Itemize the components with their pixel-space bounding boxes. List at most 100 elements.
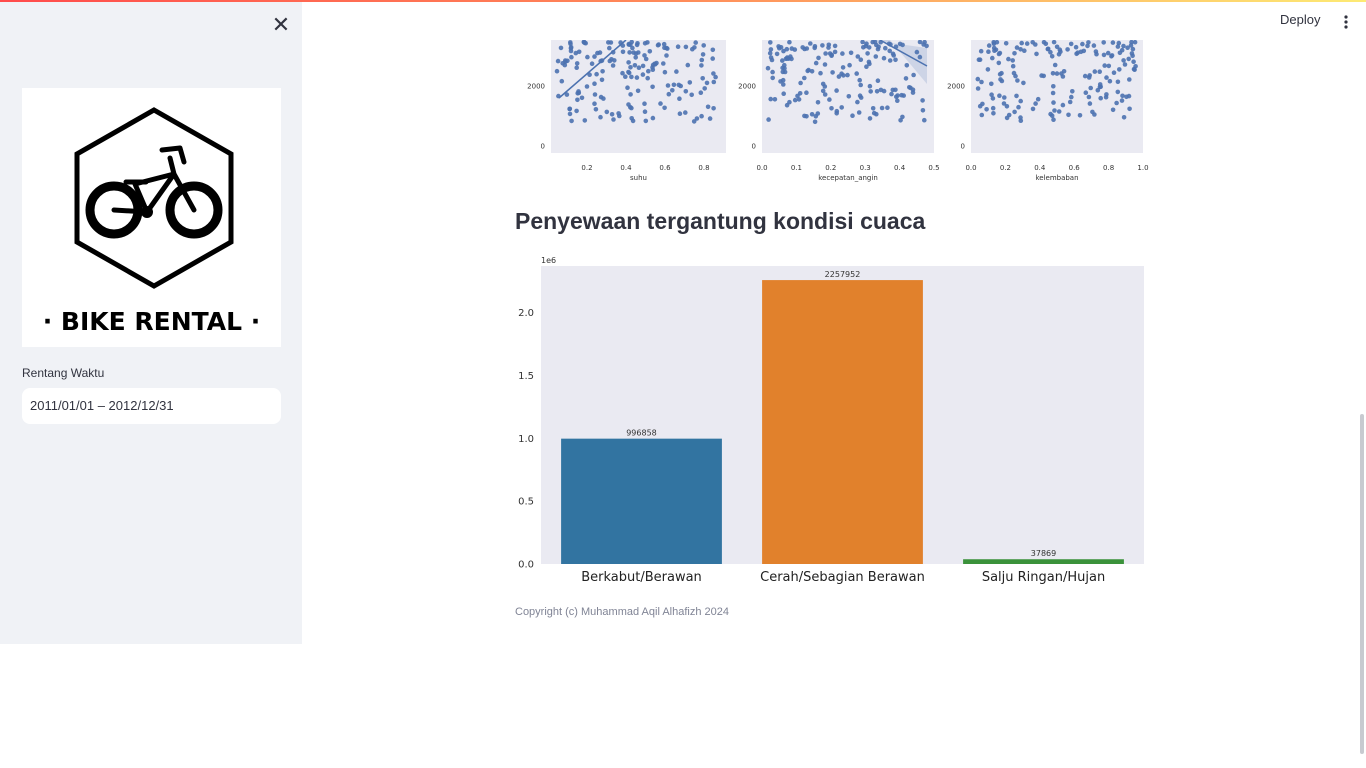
scatter-point (979, 112, 985, 118)
scatter-point (616, 111, 621, 116)
scatter-point (815, 111, 821, 116)
y-tick-label: 0 (961, 143, 965, 151)
kebab-vertical-icon[interactable] (1338, 12, 1354, 32)
data-label: 37869 (1031, 549, 1056, 558)
scatter-point (661, 41, 667, 47)
scatter-point (903, 76, 909, 81)
scatter-point (607, 45, 612, 51)
scatter-point (1086, 94, 1092, 100)
scatter-point (997, 50, 1003, 56)
scatter-point (979, 79, 984, 85)
scatter-point (1012, 109, 1017, 115)
scatter-point (986, 49, 991, 54)
scatter-point (683, 110, 688, 115)
x-axis-label: suhu (630, 174, 647, 182)
date-range-input[interactable]: 2011/01/01 – 2012/12/31 (22, 388, 281, 424)
x-tick-label: 0.4 (894, 164, 906, 172)
scatter-panel: 0 2000 0.0 0.2 0.4 0.6 0.8 1.0 kelembaban (947, 40, 1149, 182)
scatter-point (683, 44, 689, 50)
scatter-point (910, 90, 916, 95)
deploy-button[interactable]: Deploy (1280, 12, 1321, 27)
scatter-point (887, 48, 892, 54)
x-tick-label: 0.4 (1034, 164, 1046, 172)
scatter-point (990, 96, 996, 101)
confidence-band (870, 40, 927, 84)
scatter-point (587, 72, 592, 77)
scatter-point (1083, 90, 1089, 95)
x-tick-label: 1.0 (1137, 164, 1148, 172)
scatter-point (629, 40, 634, 45)
scatter-point (584, 84, 590, 89)
scatter-point (650, 84, 655, 90)
scatter-point (898, 118, 903, 123)
scatter-point (689, 92, 694, 98)
scatter-point (1088, 85, 1093, 91)
scatter-point (1069, 94, 1074, 100)
scatter-point (592, 101, 597, 106)
scatter-point (990, 55, 995, 61)
scatter-point (1104, 92, 1109, 97)
scatter-point (834, 88, 839, 93)
scatter-point (574, 108, 579, 114)
scatter-point (563, 58, 568, 63)
scatter-point (847, 62, 852, 68)
scatter-point (646, 68, 651, 74)
scatter-point (608, 40, 614, 45)
svg-text:· BIKE RENTAL ·: · BIKE RENTAL · (43, 307, 261, 336)
scatter-point (879, 105, 885, 111)
scatter-point (609, 112, 615, 117)
scatter-point (787, 99, 792, 105)
scatter-point (883, 45, 888, 51)
scatter-point (985, 67, 991, 72)
scatter-point (768, 96, 773, 102)
scatter-point (813, 60, 819, 66)
scatter-point (650, 67, 656, 72)
scatter-point (1110, 40, 1116, 45)
scatter-point (640, 63, 646, 69)
scatter-point (620, 49, 626, 55)
scatter-point (867, 61, 872, 67)
scatter-point (1101, 40, 1106, 45)
scatter-point (589, 61, 595, 66)
scatter-point (881, 55, 887, 61)
scatter-point (784, 46, 790, 52)
scatter-point (625, 85, 630, 90)
scatter-point (984, 107, 989, 112)
scatter-point (1021, 80, 1026, 86)
scatter-point (1002, 95, 1007, 100)
scatter-point (845, 72, 850, 78)
scatter-point (558, 45, 564, 51)
scatter-point (635, 88, 641, 94)
scatter-point (1085, 43, 1090, 49)
scatter-point (1110, 107, 1116, 113)
scatter-point (1066, 112, 1071, 118)
scrollbar-thumb[interactable] (1360, 414, 1364, 754)
y-tick-label: 1.5 (518, 371, 534, 382)
x-tick-label: 0.2 (825, 164, 836, 172)
scatter-point (900, 114, 905, 120)
scatter-point (914, 49, 920, 55)
scatter-point (1050, 90, 1056, 96)
scatter-point (629, 74, 634, 80)
scatter-point (671, 82, 677, 88)
scatter-point (593, 107, 599, 112)
scatter-point (655, 42, 661, 48)
scatter-point (1041, 40, 1047, 45)
scatter-point (780, 65, 785, 71)
scatter-point (1010, 63, 1016, 69)
scatter-point (986, 43, 992, 48)
scatter-point (1051, 117, 1056, 122)
scatter-point (1054, 44, 1060, 50)
scatter-point (765, 65, 771, 71)
scatter-point (1125, 45, 1130, 50)
scatter-point (891, 53, 896, 58)
scatter-point (630, 118, 636, 124)
scatter-point (805, 68, 810, 74)
scatter-point (899, 92, 904, 98)
scatter-point (677, 96, 682, 101)
scatter-point (642, 101, 647, 106)
scatter-point (642, 41, 648, 46)
scatter-point (704, 80, 710, 86)
close-icon[interactable]: ✕ (271, 12, 291, 37)
scatter-point (1097, 69, 1102, 74)
